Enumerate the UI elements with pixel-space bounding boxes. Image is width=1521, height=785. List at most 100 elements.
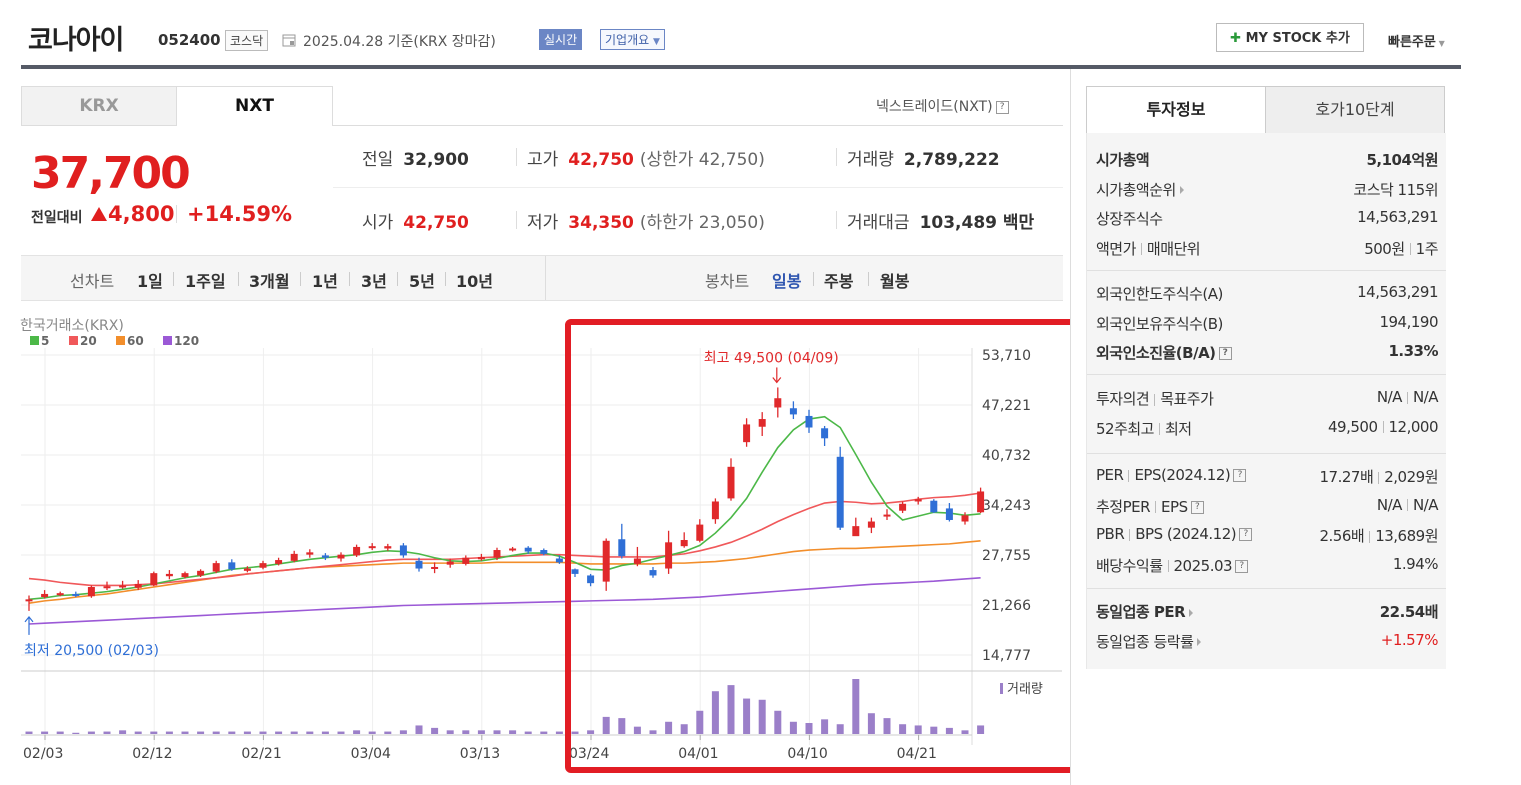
volume-bar — [977, 725, 985, 734]
info-value-text: 49,500 — [1328, 417, 1378, 436]
section-divider — [1087, 270, 1446, 271]
candle-body — [259, 563, 267, 568]
company-name: 코나아이 — [28, 25, 124, 56]
info-key-label: 2025.03 — [1173, 556, 1233, 575]
change-percent: +14.59% — [187, 202, 293, 226]
x-tick-label: 04/21 — [897, 746, 937, 762]
divider — [173, 272, 174, 286]
my-stock-add-button[interactable]: ✚ MY STOCK 추가 — [1216, 23, 1364, 52]
candle-body — [337, 554, 345, 559]
up-triangle-icon — [91, 207, 107, 221]
company-info-dropdown[interactable]: 기업개요 ▼ — [600, 29, 665, 50]
help-icon[interactable]: ? — [1190, 500, 1204, 514]
info-value: 2.56배 13,689원 — [1320, 525, 1439, 546]
chevron-right-icon[interactable] — [1197, 638, 1202, 646]
info-key-label: 시가총액 — [1096, 151, 1150, 169]
tab-underline — [333, 125, 1063, 126]
tab-investment-info[interactable]: 투자정보 — [1086, 86, 1266, 134]
low-arrow-head — [24, 615, 34, 623]
volume-bar — [649, 730, 657, 734]
candle-body — [789, 408, 797, 415]
info-key-label: 동일업종 등락률 — [1096, 632, 1194, 651]
y-tick-label: 27,755 — [982, 548, 1031, 564]
period-1w[interactable]: 1주일 — [185, 272, 226, 291]
info-key-label: 최저 — [1165, 419, 1192, 438]
candle-body — [836, 456, 844, 528]
volume-bar — [618, 718, 626, 734]
help-icon[interactable]: ? — [1218, 347, 1232, 360]
info-key-label: 외국인한도주식수(A) — [1096, 285, 1223, 303]
volume-bar — [899, 724, 907, 734]
period-3y[interactable]: 3년 — [361, 272, 387, 291]
candle-body — [41, 593, 49, 598]
volume-bar — [72, 732, 80, 734]
volume-bar — [883, 718, 891, 734]
info-row: 배당수익률 2025.03? 1.94% — [1096, 555, 1439, 581]
info-key-label: EPS(2024.12) — [1134, 466, 1231, 484]
chevron-right-icon[interactable] — [1189, 608, 1194, 617]
candle-chart-label: 봉차트 — [705, 272, 750, 291]
section-divider — [1087, 588, 1446, 589]
quick-order-dropdown[interactable]: 빠른주문 ▼ — [1388, 31, 1445, 50]
legend-swatch — [116, 336, 125, 345]
x-tick-label: 03/24 — [569, 746, 609, 762]
help-icon[interactable]: ? — [1235, 559, 1249, 573]
info-value-text: 1.33% — [1388, 342, 1438, 360]
volume-label: 거래량 — [1007, 682, 1043, 697]
candle-body — [883, 514, 891, 517]
divider — [1159, 423, 1160, 435]
volume-bar — [836, 724, 844, 734]
tab-nxt[interactable]: NXT — [176, 86, 333, 126]
info-key: 외국인한도주식수(A) — [1096, 283, 1223, 304]
period-1y[interactable]: 1년 — [312, 272, 338, 291]
candle-body — [945, 508, 953, 520]
stat-high: 고가 42,750 (상한가 42,750) — [527, 145, 765, 170]
volume-bar — [103, 731, 111, 734]
info-value-text: +1.57% — [1380, 630, 1439, 649]
volume-bar — [321, 731, 329, 734]
info-key-label: 동일업종 PER — [1096, 603, 1186, 621]
info-key: 시가총액 — [1096, 149, 1150, 170]
volume-bar — [212, 731, 220, 734]
info-value-text: 1주 — [1415, 239, 1439, 258]
info-key: 액면가 매매단위 — [1096, 238, 1201, 259]
high-annotation: 최고 49,500 (04/09) — [704, 350, 839, 366]
volume-bar — [228, 731, 236, 734]
caret-down-icon: ▼ — [653, 37, 660, 47]
my-stock-label: MY STOCK 추가 — [1245, 31, 1350, 46]
volume-bar — [805, 723, 813, 734]
nxt-link[interactable]: 넥스트레이드(NXT)? — [876, 96, 1009, 116]
candle-weekly[interactable]: 주봉 — [824, 272, 854, 291]
price-chart[interactable]: 53,710 47,221 40,732 34,243 27,755 21,266 14,7… — [0, 300, 1070, 785]
period-5y[interactable]: 5년 — [409, 272, 435, 291]
tab-orderbook-10[interactable]: 호가10단계 — [1265, 86, 1445, 134]
info-row: 상장주식수 14,563,291 — [1096, 208, 1438, 234]
period-1d[interactable]: 1일 — [137, 272, 163, 291]
volume-bar — [259, 731, 267, 734]
info-row: 동일업종 PER 22.54배 — [1096, 601, 1439, 627]
help-icon[interactable]: ? — [1233, 469, 1247, 482]
volume-bar — [119, 730, 127, 734]
candle-body — [306, 552, 314, 555]
help-icon[interactable]: ? — [1239, 528, 1253, 541]
y-tick-label: 21,266 — [982, 598, 1031, 614]
volume-bar — [243, 731, 251, 734]
stat-value: 42,750 — [568, 150, 634, 170]
period-3m[interactable]: 3개월 — [249, 272, 290, 291]
realtime-button[interactable]: 실시간 — [539, 29, 583, 50]
candle-monthly[interactable]: 월봉 — [880, 272, 910, 291]
info-key-label: 투자의견 — [1096, 390, 1150, 408]
divider — [1406, 391, 1408, 404]
candle-body — [181, 573, 189, 577]
chevron-right-icon[interactable] — [1179, 186, 1184, 194]
info-key-label: PER — [1096, 466, 1124, 484]
help-icon[interactable]: ? — [995, 100, 1009, 114]
candle-body — [571, 569, 579, 574]
period-10y[interactable]: 10년 — [456, 272, 493, 291]
legend-swatch — [69, 336, 78, 345]
candle-daily[interactable]: 일봉 — [772, 272, 802, 291]
stat-volume: 거래량 2,789,222 — [847, 145, 1000, 170]
tab-krx[interactable]: KRX — [21, 86, 177, 126]
volume-bar — [165, 731, 173, 734]
candle-body — [727, 466, 735, 499]
